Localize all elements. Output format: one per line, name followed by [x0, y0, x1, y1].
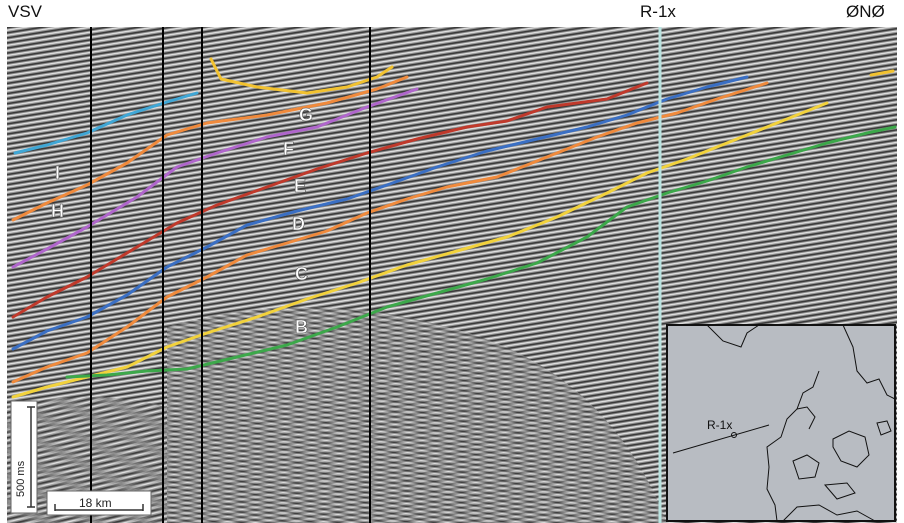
horizon-lines: [11, 57, 897, 399]
coastline-funen: [792, 454, 820, 480]
horizon-h-label: H: [51, 201, 64, 221]
time-scale-label: 500 ms: [15, 460, 27, 497]
well-location-marker: [731, 432, 737, 438]
east-direction-label: ØNØ: [846, 2, 885, 21]
coastline-sweden: [842, 324, 896, 400]
horizon-g-line: [209, 57, 394, 95]
coastline-lolland: [823, 482, 856, 500]
coastline-zealand: [832, 430, 870, 468]
well-label-top: R-1x: [640, 2, 676, 21]
time-scale-bar: 500 ms: [10, 400, 38, 514]
seismic-section: I H G F E D C B 500 ms 18 km R: [7, 27, 897, 523]
coastline-jutland: [766, 370, 820, 522]
west-direction-label: VSV: [8, 2, 43, 21]
horizon-i-line: [13, 91, 199, 155]
distance-scale-label: 18 km: [79, 496, 112, 510]
horizon-c-label: C: [295, 264, 308, 284]
horizon-f-line: [11, 87, 419, 269]
horizon-i-label: I: [55, 163, 60, 183]
deep-reflectors: [167, 307, 667, 523]
horizon-e-label: E: [294, 176, 306, 196]
horizon-d-label: D: [292, 214, 305, 234]
horizon-a-line: [65, 125, 897, 379]
horizon-b-label: B: [295, 317, 308, 337]
coastline-germany: [782, 504, 876, 522]
horizon-e-line: [11, 81, 649, 319]
coastline-bornholm: [876, 420, 892, 436]
horizon-b-line: [11, 101, 829, 399]
inset-well-label: R-1x: [707, 418, 732, 432]
section-tie-lines: [90, 27, 371, 523]
inset-location-map: R-1x: [666, 324, 896, 522]
coastline-limfjord: [796, 406, 816, 430]
horizon-f-label: F: [283, 139, 294, 159]
distance-scale-bar: 18 km: [46, 490, 152, 516]
horizon-g-label: G: [299, 105, 313, 125]
horizon-c-line: [11, 81, 769, 384]
coastline-norway: [706, 324, 760, 348]
horizon-h-line: [11, 75, 409, 222]
seismic-profile-trace: [672, 424, 770, 454]
horizon-d-line: [11, 75, 749, 351]
